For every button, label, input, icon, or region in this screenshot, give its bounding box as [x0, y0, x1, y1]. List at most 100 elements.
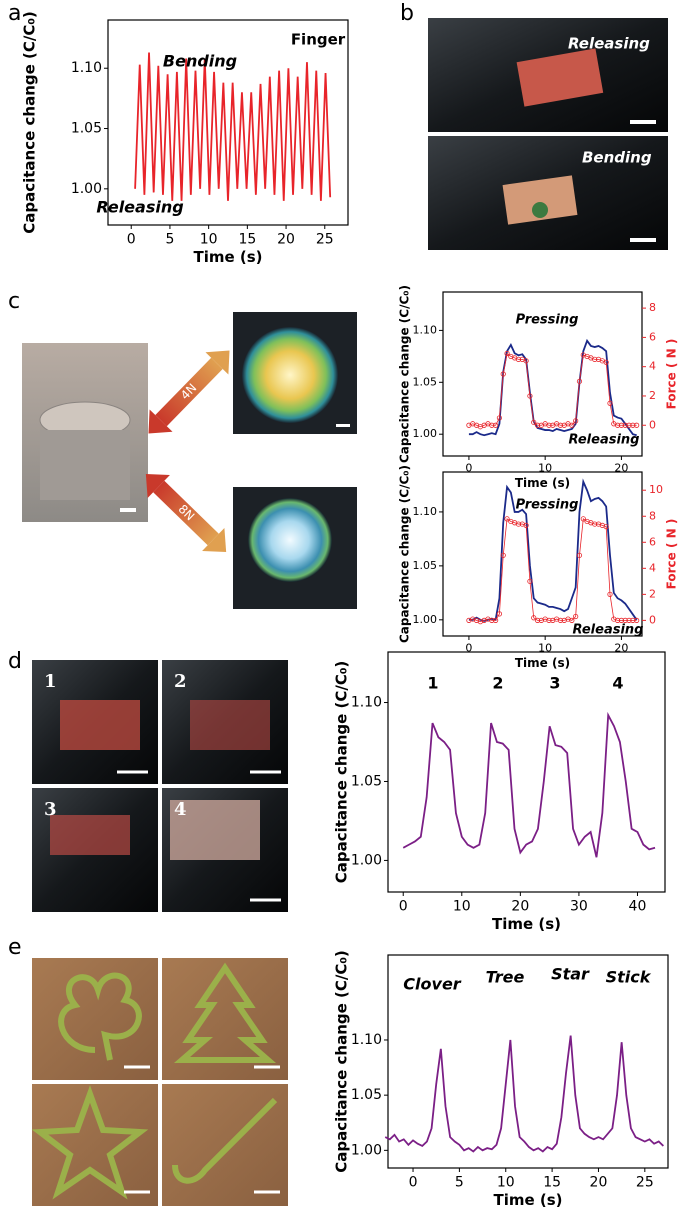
series-marker — [515, 521, 522, 527]
annotation: 2 — [492, 674, 503, 693]
y2-tick-label: 0 — [649, 418, 656, 431]
x-tick-label: 0 — [465, 462, 472, 475]
x-tick-label: 30 — [570, 898, 588, 914]
series-marker — [622, 617, 628, 623]
series-marker — [618, 422, 625, 428]
series-line — [468, 338, 637, 437]
y-axis-label: Capacitance change (C/C₀) — [21, 11, 39, 234]
photo-label: Releasing — [568, 35, 650, 53]
arrow: 4N — [148, 350, 230, 434]
chart-title: Finger — [291, 31, 346, 49]
series-marker — [622, 422, 628, 428]
series-marker — [531, 419, 537, 425]
arrow: 8N — [145, 473, 227, 553]
annotation: Tree — [486, 968, 525, 987]
photos-b: Releasing Bending — [428, 18, 668, 250]
series-line — [468, 478, 638, 622]
coin-body — [40, 430, 130, 500]
series-marker — [557, 422, 564, 428]
y2-tick-label: 8 — [649, 509, 656, 522]
series-marker — [527, 393, 533, 399]
y2-axis-label: Force ( N ) — [665, 519, 679, 590]
annotation: 4 — [612, 674, 623, 693]
x-tick-label: 15 — [238, 231, 256, 247]
y-tick-label: 1.10 — [351, 1032, 382, 1048]
x-tick-label: 10 — [453, 898, 471, 914]
x-axis-label: Time (s) — [492, 915, 561, 933]
y-tick-label: 1.00 — [71, 181, 102, 197]
series-marker — [615, 422, 621, 428]
x-tick-label: 20 — [277, 231, 295, 247]
series-marker — [546, 422, 552, 428]
x-tick-label: 0 — [409, 1174, 418, 1190]
star — [31, 1085, 149, 1200]
panel-label: b — [400, 1, 414, 26]
annotation: 1 — [427, 674, 438, 693]
sensor — [190, 700, 270, 750]
series-marker — [493, 422, 499, 428]
x-tick-label: 10 — [538, 642, 552, 655]
annotation: Pressing — [516, 498, 579, 513]
x-axis-label: Time (s) — [515, 656, 570, 670]
series-line — [134, 52, 332, 201]
photo-label: Bending — [582, 149, 652, 167]
series-marker — [626, 422, 632, 428]
series-marker — [630, 422, 636, 428]
y-tick-label: 1.05 — [413, 375, 438, 388]
series-marker — [592, 521, 598, 527]
series-marker — [546, 617, 552, 623]
y-tick-label: 1.05 — [351, 773, 382, 789]
series-marker — [523, 358, 529, 364]
photos-e — [31, 770, 288, 1206]
series-marker — [496, 611, 503, 617]
plot-frame — [387, 954, 669, 1169]
series-marker — [523, 522, 529, 528]
y-axis-label: Capacitance change (C/C₀) — [333, 950, 351, 1173]
series-marker — [630, 617, 636, 623]
series-marker — [493, 617, 499, 623]
x-tick-label: 25 — [636, 1174, 654, 1190]
stick — [172, 1097, 278, 1184]
plot-frame — [387, 651, 666, 893]
x-tick-label: 0 — [399, 898, 408, 914]
series-marker — [592, 356, 598, 362]
series-marker — [557, 617, 564, 623]
panel-label: a — [8, 1, 21, 26]
y-axis-label: Capacitance change (C/C₀) — [398, 465, 412, 643]
series-marker — [634, 422, 640, 428]
sensor — [60, 700, 140, 750]
y2-tick-label: 6 — [649, 535, 656, 548]
scale-bar — [120, 508, 136, 512]
y2-tick-label: 6 — [649, 330, 656, 343]
series-marker — [504, 350, 510, 357]
y2-tick-label: 2 — [649, 587, 656, 600]
photo-label: 3 — [44, 799, 57, 820]
x-tick-label: 0 — [127, 231, 136, 247]
scale-bar — [630, 120, 656, 124]
annotation: Clover — [403, 975, 462, 994]
panel-label: e — [8, 935, 22, 960]
x-tick-label: 20 — [590, 1174, 608, 1190]
sensor — [502, 175, 578, 225]
y2-tick-label: 0 — [649, 613, 656, 626]
x-tick-label: 5 — [165, 231, 174, 247]
scale-bar — [336, 424, 350, 427]
x-tick-label: 15 — [543, 1174, 561, 1190]
sensor — [516, 48, 604, 107]
annotation: Releasing — [573, 623, 644, 638]
x-tick-label: 20 — [614, 642, 628, 655]
x-axis-label: Time (s) — [493, 1191, 562, 1209]
y2-tick-label: 10 — [649, 483, 663, 496]
series-marker — [634, 617, 640, 623]
series-marker — [534, 422, 541, 428]
y-tick-label: 1.05 — [413, 559, 438, 572]
annotation: Releasing — [569, 433, 640, 448]
y2-tick-label: 8 — [649, 301, 656, 314]
y-tick-label: 1.05 — [71, 121, 102, 137]
x-tick-label: 0 — [465, 642, 472, 655]
tree — [173, 962, 277, 1063]
plot-frame — [442, 471, 643, 637]
y2-axis-label: Force ( N ) — [665, 339, 679, 410]
clover — [58, 972, 142, 1061]
